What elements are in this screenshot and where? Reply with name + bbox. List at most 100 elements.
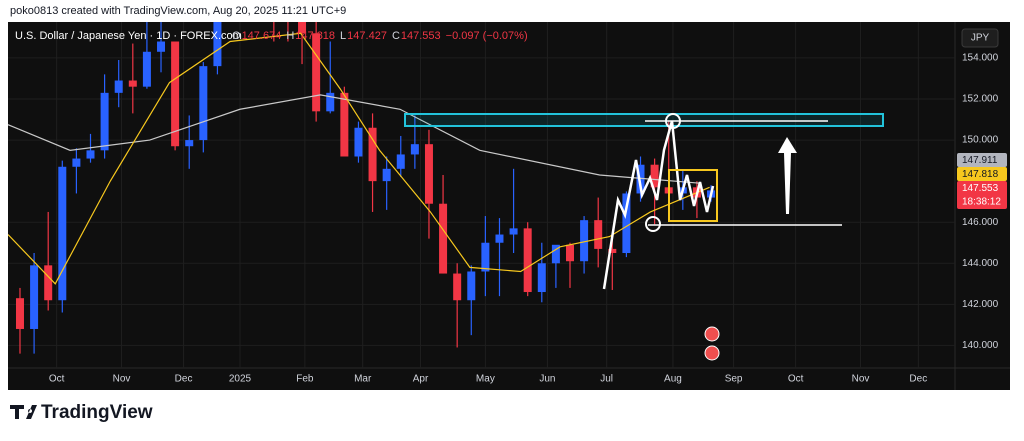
x-tick-label: Aug [664,374,682,385]
ohlc-value: 147.553 [401,30,441,42]
drawings [404,113,884,361]
currency-button[interactable] [961,28,999,48]
brand-logo: TradingView [10,402,153,423]
candle-body [551,244,560,264]
price-label: 147.911 [962,155,998,166]
candle-body [481,242,490,272]
candle-body [410,144,419,155]
candle-body [650,164,659,188]
y-tick-label: 142.000 [962,299,999,310]
moving-average [8,94,700,184]
candle-body [312,33,321,112]
resistance-zone [404,113,884,127]
candle-body [396,154,405,169]
ohlc-value: 147.427 [347,30,387,42]
bottom-marker [645,216,661,232]
ohlc-key: H [286,30,294,42]
change: −0.097 (−0.07%) [446,30,528,42]
price-label-box [957,181,1007,209]
candle-body [467,271,476,301]
moving-average [8,32,710,285]
x-tick-label: Oct [788,374,804,385]
x-tick-label: 2025 [229,374,252,385]
candle-body [326,92,335,112]
top-marker [665,113,681,129]
price-label-box [957,153,1007,167]
candle-body [622,193,631,254]
candle-body [213,22,222,67]
credit: poko0813 created with TradingView.com, A… [10,5,346,17]
ohlc-key: C [392,30,400,42]
x-tick-label: Nov [113,374,131,385]
candle-body [298,22,307,34]
candle-body [30,265,39,329]
candle-body [171,41,180,147]
y-tick-label: 154.000 [962,53,999,64]
candle-body [565,244,574,262]
y-tick-label: 150.000 [962,135,999,146]
candle-body [340,92,349,157]
candle-body [424,144,433,204]
x-tick-label: Mar [354,374,372,385]
candle-body [15,298,24,329]
ohlc-key: O [232,30,241,42]
x-tick-label: Nov [852,374,870,385]
candle-body [44,265,53,301]
ohlc-value: 147.674 [242,30,282,42]
x-tick-label: Jul [600,374,613,385]
candle-body [509,228,518,235]
symbol-title: U.S. Dollar / Japanese Yen · 1D · FOREX.… [15,30,242,42]
candle-body [439,203,448,274]
brand-name: TradingView [41,402,153,423]
price-label: 147.553 [962,183,999,194]
up-arrow [778,137,797,214]
candle-body [495,234,504,243]
candle-body [594,220,603,249]
chart-background [8,22,1010,390]
candle-body [523,228,532,293]
candle-body [100,92,109,151]
x-tick-label: Dec [175,374,193,385]
candle-body [86,150,95,159]
ohlc-value: 147.818 [295,30,335,42]
currency-label[interactable]: JPY [971,33,990,44]
price-label-box [957,167,1007,181]
candle-body [157,41,166,52]
y-tick-label: 140.000 [962,340,999,351]
ohlc-key: L [340,30,346,42]
candle-body [580,220,589,262]
zigzag-path [602,120,715,290]
price-labels: 147.911 147.818 147.553 18:38:12 [957,153,1007,209]
candle-body [354,127,363,157]
x-tick-label: Apr [413,374,429,385]
candle-body [72,158,81,167]
y-tick-label: 152.000 [962,94,999,105]
candle-body [114,80,123,93]
candle-body [58,166,67,301]
candle-body [368,127,377,182]
consolidation-box [668,169,718,222]
candle-body [453,273,462,301]
x-tick-label: May [476,374,495,385]
x-tick-label: Dec [909,374,927,385]
event-flag [704,345,720,361]
price-label: 147.818 [962,169,999,180]
x-tick-label: Jun [539,374,555,385]
logo-mark [10,405,37,419]
candle-body [608,248,617,254]
event-flag [704,326,720,342]
candle-body [142,51,151,87]
y-tick-label: 144.000 [962,258,999,269]
x-tick-label: Feb [296,374,314,385]
legend-header: U.S. Dollar / Japanese Yen · 1D · FOREX.… [15,30,528,42]
countdown: 18:38:12 [962,197,1001,208]
candle-body [199,66,208,141]
candle-body [128,80,137,87]
candle-body [537,263,546,293]
x-tick-label: Oct [49,374,65,385]
candle-body [185,140,194,147]
y-tick-label: 146.000 [962,217,999,228]
x-tick-label: Sep [725,374,743,385]
